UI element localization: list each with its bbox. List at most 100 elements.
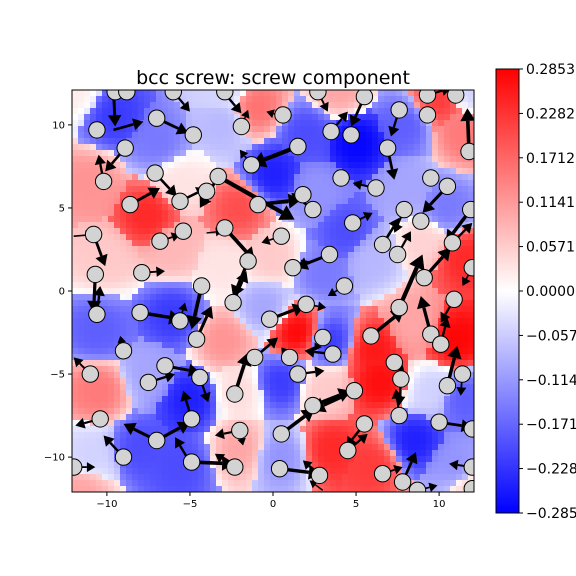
atom (270, 460, 289, 478)
heatmap-cell (342, 258, 349, 265)
heatmap-cell (174, 306, 181, 313)
heatmap-cell (222, 318, 229, 325)
heatmap-cell (192, 390, 199, 397)
heatmap-cell (186, 180, 193, 187)
heatmap-cell (72, 162, 79, 169)
heatmap-cell (450, 120, 457, 127)
heatmap-cell (456, 426, 463, 433)
heatmap-cell (192, 450, 199, 457)
heatmap-cell (168, 132, 175, 139)
heatmap-cell (210, 300, 217, 307)
colorbar-tick-label: −0.1712 (526, 417, 576, 433)
heatmap-cell (90, 210, 97, 217)
heatmap-cell (468, 120, 474, 127)
heatmap-cell (240, 132, 247, 139)
heatmap-cell (204, 360, 211, 367)
heatmap-cell (180, 468, 187, 475)
heatmap-cell (192, 360, 199, 367)
heatmap-cell (336, 318, 343, 325)
heatmap-cell (120, 180, 127, 187)
heatmap-cell (174, 276, 181, 283)
heatmap-cell (192, 168, 199, 175)
heatmap-cell (462, 480, 469, 487)
heatmap-cell (300, 324, 307, 331)
heatmap-cell (114, 480, 121, 487)
heatmap-cell (108, 138, 115, 145)
heatmap-cell (144, 474, 151, 481)
heatmap-cell (174, 336, 181, 343)
heatmap-cell (258, 402, 265, 409)
heatmap-cell (348, 150, 355, 157)
heatmap-cell (138, 210, 145, 217)
heatmap-cell (108, 246, 115, 253)
heatmap-cell (138, 300, 145, 307)
heatmap-cell (450, 210, 457, 217)
heatmap-cell (312, 432, 319, 439)
heatmap-cell (216, 306, 223, 313)
atom (187, 330, 206, 348)
heatmap-cell (294, 90, 301, 97)
heatmap-cell (456, 108, 463, 115)
heatmap-cell (258, 120, 265, 127)
heatmap-cell (288, 486, 295, 492)
heatmap-cell (120, 474, 127, 481)
atom (72, 458, 83, 476)
heatmap-cell (114, 156, 121, 163)
heatmap-cell (360, 102, 367, 109)
heatmap-cell (378, 384, 385, 391)
heatmap-cell (300, 162, 307, 169)
heatmap-cell (72, 366, 79, 373)
heatmap-cell (168, 126, 175, 133)
heatmap-cell (432, 144, 439, 151)
heatmap-cell (330, 222, 337, 229)
heatmap-cell (336, 456, 343, 463)
heatmap-cell (252, 318, 259, 325)
heatmap-cell (384, 336, 391, 343)
heatmap-cell (126, 318, 133, 325)
heatmap-cell (264, 378, 271, 385)
heatmap-cell (108, 276, 115, 283)
heatmap-cell (252, 468, 259, 475)
heatmap-cell (144, 354, 151, 361)
heatmap-cell (288, 180, 295, 187)
heatmap-cell (162, 342, 169, 349)
heatmap-cell (228, 402, 235, 409)
heatmap-cell (78, 174, 85, 181)
heatmap-cell (396, 456, 403, 463)
heatmap-cell (306, 216, 313, 223)
heatmap-cell (108, 336, 115, 343)
heatmap-cell (198, 204, 205, 211)
heatmap-cell (180, 288, 187, 295)
heatmap-cell (174, 360, 181, 367)
heatmap-cell (162, 288, 169, 295)
heatmap-cell (156, 408, 163, 415)
heatmap-cell (426, 438, 433, 445)
heatmap-cell (306, 174, 313, 181)
heatmap-cell (336, 210, 343, 217)
atom (146, 164, 164, 182)
atom (131, 303, 149, 322)
heatmap-cell (180, 384, 187, 391)
heatmap-cell (402, 354, 409, 361)
heatmap-cell (432, 486, 439, 492)
heatmap-cell (396, 138, 403, 145)
heatmap-cell (378, 228, 385, 235)
heatmap-cell (258, 408, 265, 415)
heatmap-cell (192, 228, 199, 235)
heatmap-cell (438, 204, 445, 211)
heatmap-cell (444, 360, 451, 367)
heatmap-cell (468, 408, 474, 415)
heatmap-cell (300, 450, 307, 457)
heatmap-cell (234, 138, 241, 145)
heatmap-cell (270, 174, 277, 181)
heatmap-cell (384, 480, 391, 487)
heatmap-cell (168, 102, 175, 109)
heatmap-cell (468, 132, 474, 139)
heatmap-cell (240, 414, 247, 421)
heatmap-cell (270, 120, 277, 127)
heatmap-cell (168, 156, 175, 163)
heatmap-cell (264, 264, 271, 271)
heatmap-cell (138, 480, 145, 487)
heatmap-cell (384, 252, 391, 259)
heatmap-cell (450, 480, 457, 487)
